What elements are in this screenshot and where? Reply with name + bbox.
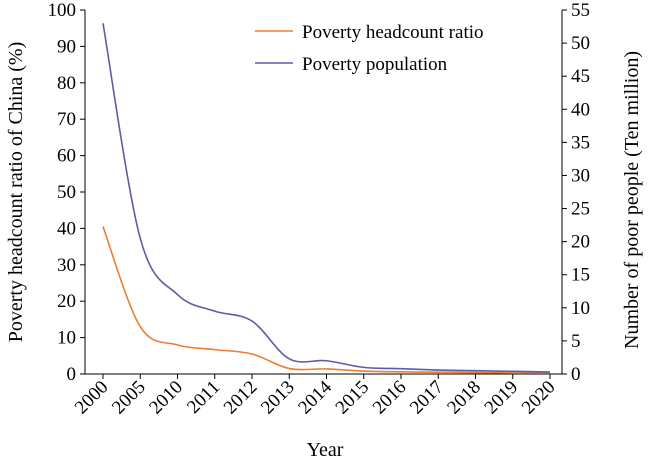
y-right-tick-label: 50 bbox=[571, 33, 590, 54]
y-left-tick-label: 10 bbox=[57, 328, 76, 349]
y-left-tick-label: 50 bbox=[57, 182, 76, 203]
y-left-tick-label: 40 bbox=[57, 218, 76, 239]
left-axis: 0 10 20 30 40 50 60 70 80 90 100 bbox=[48, 0, 85, 385]
x-tick-label: 2017 bbox=[406, 377, 448, 419]
x-tick-label: 2013 bbox=[257, 377, 299, 419]
y-right-tick-label: 20 bbox=[571, 232, 590, 253]
y-right-tick-label: 30 bbox=[571, 165, 590, 186]
y-left-tick-label: 100 bbox=[48, 0, 77, 21]
x-tick-label: 2019 bbox=[481, 377, 523, 419]
series-lines bbox=[102, 23, 551, 374]
y-left-tick-label: 90 bbox=[57, 36, 76, 57]
y-left-tick-label: 80 bbox=[57, 73, 76, 94]
y-right-tick-label: 10 bbox=[571, 298, 590, 319]
y-right-tick-label: 45 bbox=[571, 66, 590, 87]
x-tick-label: 2014 bbox=[294, 376, 336, 418]
legend-label-ratio: Poverty headcount ratio bbox=[302, 22, 484, 43]
y-left-tick-label: 60 bbox=[57, 146, 76, 167]
y-right-tick-label: 55 bbox=[571, 0, 590, 21]
x-axis: 2000200520102011201220132014201520162017… bbox=[71, 374, 560, 418]
x-tick-label: 2020 bbox=[518, 377, 560, 419]
legend: Poverty headcount ratio Poverty populati… bbox=[255, 22, 484, 75]
y-left-tick-label: 70 bbox=[57, 109, 76, 130]
x-tick-label: 2000 bbox=[71, 377, 113, 419]
x-axis-title: Year bbox=[307, 439, 344, 460]
x-tick-label: 2015 bbox=[332, 377, 374, 419]
series-line-poverty-headcount-ratio bbox=[102, 226, 551, 374]
y-right-tick-label: 25 bbox=[571, 199, 590, 220]
x-tick-label: 2010 bbox=[145, 377, 187, 419]
y-right-tick-label: 40 bbox=[571, 99, 590, 120]
y-right-tick-label: 5 bbox=[571, 331, 581, 352]
y-axis-right-title: Number of poor people (Ten million) bbox=[621, 51, 643, 349]
right-axis: 0 5 10 15 20 25 30 35 40 45 50 55 bbox=[562, 0, 590, 385]
legend-label-population: Poverty population bbox=[302, 54, 448, 75]
x-tick-label: 2016 bbox=[369, 377, 411, 419]
x-tick-label: 2005 bbox=[108, 377, 150, 419]
y-axis-left-title: Poverty headcount ratio of China (%) bbox=[5, 42, 27, 342]
x-tick-label: 2011 bbox=[183, 377, 224, 418]
y-left-tick-label: 20 bbox=[57, 291, 76, 312]
y-left-tick-label: 30 bbox=[57, 255, 76, 276]
y-left-tick-label: 0 bbox=[67, 364, 77, 385]
x-tick-label: 2012 bbox=[220, 377, 262, 419]
x-tick-label: 2018 bbox=[443, 377, 485, 419]
y-right-tick-label: 0 bbox=[571, 364, 581, 385]
y-right-tick-label: 15 bbox=[571, 265, 590, 286]
y-right-tick-label: 35 bbox=[571, 132, 590, 153]
series-line-poverty-population bbox=[102, 23, 551, 373]
